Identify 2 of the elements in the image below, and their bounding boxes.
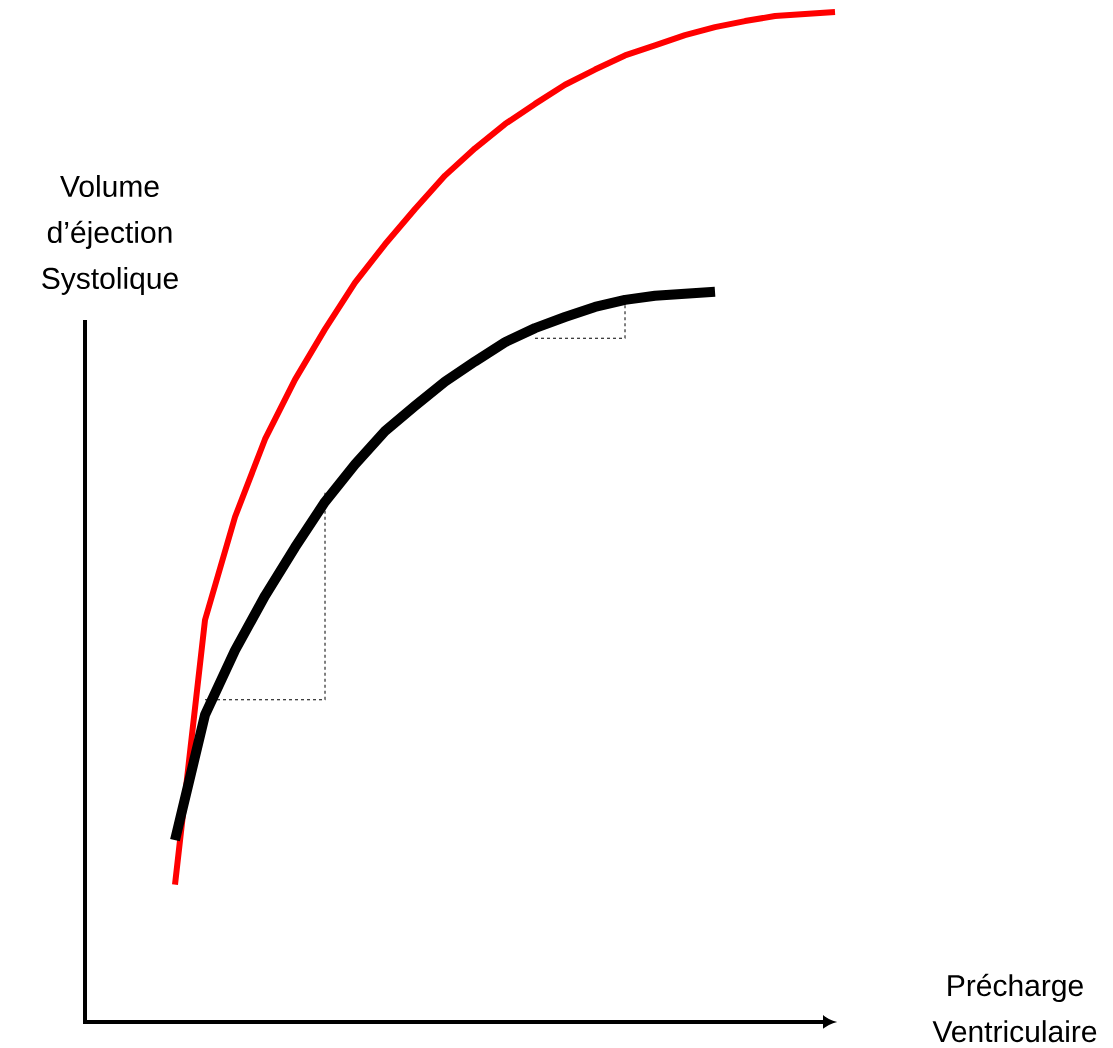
y-axis-title: Volume d’éjection Systolique: [42, 175, 178, 295]
text: Précharge Ventriculaire: [932, 973, 1097, 1043]
